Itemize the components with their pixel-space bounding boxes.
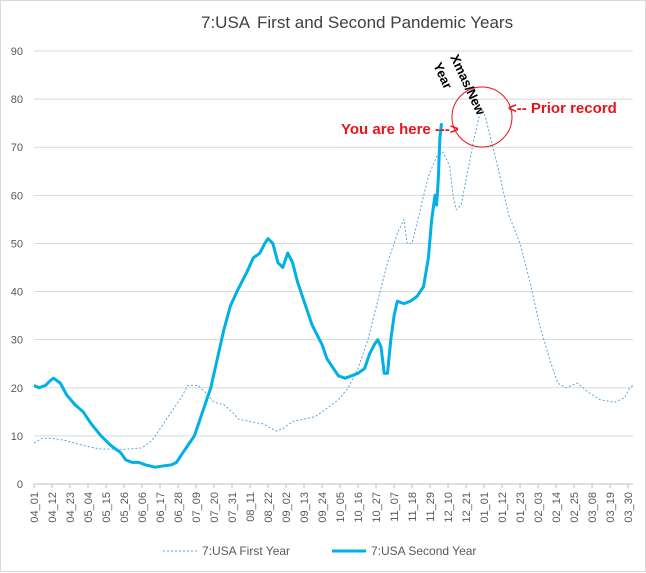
x-tick-label: 02_03	[533, 492, 545, 523]
x-tick-label: 02_25	[569, 492, 581, 523]
x-tick-label: 06_17	[155, 492, 167, 523]
chart-title-left: 7:USA	[201, 13, 251, 32]
y-tick-label: 10	[11, 431, 23, 443]
x-tick-label: 01_23	[515, 492, 527, 523]
x-tick-label: 05_15	[101, 492, 113, 523]
x-tick-label: 03_30	[623, 492, 635, 523]
annotation-prior-record: <-- Prior record	[508, 100, 617, 117]
x-tick-label: 09_13	[299, 492, 311, 523]
x-tick-label: 09_02	[281, 492, 293, 523]
y-tick-label: 70	[11, 142, 23, 154]
x-tick-label: 05_26	[119, 492, 131, 523]
series-lines	[33, 108, 634, 469]
x-tick-label: 12_10	[443, 492, 455, 523]
y-tick-label: 50	[11, 238, 23, 250]
x-tick-label: 11_18	[407, 492, 419, 522]
x-tick-label: 10_27	[371, 492, 383, 523]
x-tick-label: 10_16	[353, 492, 365, 523]
x-tick-label: 07_31	[227, 492, 239, 523]
y-axis-ticks: 0 10 20 30 40 50 60 70 80 90	[11, 46, 23, 491]
legend-label-first-year: 7:USA First Year	[202, 544, 290, 558]
series-line-first-year	[33, 108, 634, 450]
y-tick-label: 80	[11, 94, 23, 106]
x-tick-label: 02_14	[551, 492, 563, 523]
grid-lines	[34, 50, 633, 485]
x-tick-label: 07_09	[191, 492, 203, 523]
x-tick-label: 09_24	[317, 492, 329, 523]
x-tick-label: 08_22	[263, 492, 275, 523]
x-tick-label: 10_05	[335, 492, 347, 523]
chart-title-right: First and Second Pandemic Years	[257, 13, 513, 32]
y-tick-label: 30	[11, 335, 23, 347]
x-tick-label: 01_01	[479, 492, 491, 523]
x-axis-ticks: 04_01 04_12 04_23 05_04 05_15 05_26 06_06 06_17…	[29, 484, 635, 523]
prior-record-circle	[451, 86, 513, 148]
x-tick-label: 11_07	[389, 492, 401, 522]
x-tick-label: 12_21	[461, 492, 473, 523]
x-tick-label: 11_29	[425, 492, 437, 522]
x-tick-label: 08_11	[245, 492, 257, 522]
x-tick-label: 04_23	[65, 492, 77, 523]
x-tick-label: 03_08	[587, 492, 599, 523]
x-tick-label: 06_28	[173, 492, 185, 523]
x-tick-label: 01_12	[497, 492, 509, 523]
legend: 7:USA First Year 7:USA Second Year	[163, 544, 476, 558]
x-tick-label: 04_01	[29, 492, 41, 523]
y-tick-label: 40	[11, 287, 23, 299]
y-tick-label: 60	[11, 190, 23, 202]
annotation-you-are-here: You are here --->	[341, 121, 459, 138]
y-tick-label: 20	[11, 383, 23, 395]
series-line-second-year	[33, 123, 443, 469]
x-tick-label: 07_20	[209, 492, 221, 523]
x-tick-label: 03_19	[605, 492, 617, 523]
x-tick-label: 05_04	[83, 492, 95, 523]
y-tick-label: 0	[17, 479, 23, 491]
y-tick-label: 90	[11, 46, 23, 58]
x-tick-label: 04_12	[47, 492, 59, 523]
legend-label-second-year: 7:USA Second Year	[371, 544, 476, 558]
x-tick-label: 06_06	[137, 492, 149, 523]
